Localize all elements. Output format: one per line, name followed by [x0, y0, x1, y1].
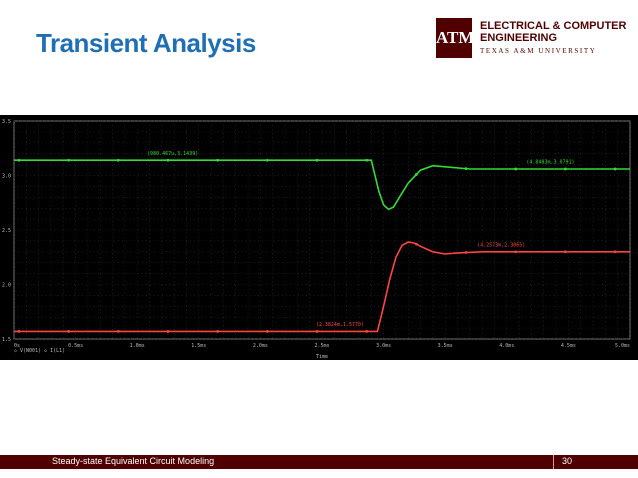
- series-marker: [166, 158, 170, 162]
- page-number: 30: [562, 456, 573, 466]
- series-marker: [67, 329, 71, 333]
- waveform-plot[interactable]: 0s 0.5ms 1.0ms 1.5ms 2.0ms 2.5ms 3.0ms 3.5ms 4.0…: [0, 115, 638, 360]
- series-marker: [265, 158, 269, 162]
- x-tick-label: 2.0ms: [253, 343, 268, 349]
- series-marker: [613, 167, 617, 171]
- logo-line-2: ENGINEERING: [480, 32, 558, 44]
- cursor-annotation: (4.2573m,2.3065): [477, 242, 525, 248]
- series-marker: [563, 250, 567, 254]
- slide-title: Transient Analysis: [36, 28, 256, 58]
- x-tick-label: 3.5ms: [438, 343, 453, 349]
- x-axis-label: Time: [316, 354, 328, 360]
- series-marker: [514, 167, 518, 171]
- series-marker: [464, 167, 468, 171]
- series-marker: [265, 329, 269, 333]
- y-tick-label: 2.5: [2, 228, 11, 234]
- y-tick-label: 2.0: [2, 283, 11, 289]
- x-tick-label: 0s: [14, 343, 20, 349]
- series-marker: [17, 158, 21, 162]
- series-marker: [563, 167, 567, 171]
- logo-line-1: ELECTRICAL & COMPUTER: [480, 20, 627, 32]
- y-tick-label: 3.0: [2, 174, 11, 180]
- footer-title: Steady-state Equivalent Circuit Modeling: [52, 456, 215, 466]
- series-marker: [315, 329, 319, 333]
- series-marker: [116, 158, 120, 162]
- series-marker: [216, 158, 220, 162]
- cursor-annotation: (980.467u,3.1439): [147, 151, 198, 157]
- x-tick-label: 2.5ms: [314, 343, 329, 349]
- x-tick-label: 5.0ms: [615, 343, 630, 349]
- x-tick-label: 3.0ms: [376, 343, 391, 349]
- tamu-emblem: ATM: [436, 18, 474, 58]
- waveform-chart[interactable]: 0s 0.5ms 1.0ms 1.5ms 2.0ms 2.5ms 3.0ms 3.5ms 4.0…: [0, 115, 638, 360]
- series-marker: [464, 251, 468, 254]
- legend: ◇ V(N001) ◇ I(L1): [14, 348, 65, 354]
- tamu-ece-logo: ATM ELECTRICAL & COMPUTER ENGINEERING TE…: [436, 18, 626, 64]
- series-marker: [17, 329, 21, 333]
- y-tick-label: 1.5: [2, 337, 11, 343]
- y-tick-label: 3.5: [2, 119, 11, 125]
- x-tick-label: 0.5ms: [68, 343, 83, 349]
- x-tick-label: 4.0ms: [499, 343, 514, 349]
- series-marker: [116, 329, 120, 333]
- series-marker: [166, 329, 170, 333]
- slide-footer: Steady-state Equivalent Circuit Modeling…: [0, 455, 638, 469]
- series-marker: [514, 250, 518, 254]
- series-marker: [365, 329, 369, 333]
- footer-separator: [553, 455, 554, 469]
- series-marker: [414, 242, 418, 246]
- series-marker: [613, 250, 617, 254]
- cursor-annotation: (4.8483m,3.0791): [526, 160, 574, 166]
- series-marker: [67, 158, 71, 162]
- series-marker: [315, 158, 319, 162]
- series-marker: [216, 329, 220, 333]
- series-marker: [414, 173, 418, 176]
- series-marker: [365, 158, 369, 162]
- x-tick-label: 1.5ms: [191, 343, 206, 349]
- x-tick-label: 4.5ms: [561, 343, 576, 349]
- logo-line-3: TEXAS A&M UNIVERSITY: [480, 47, 597, 55]
- x-tick-label: 1.0ms: [130, 343, 145, 349]
- cursor-annotation: (2.3824m,1.5770): [316, 322, 364, 328]
- series-line-voltage: [14, 159, 630, 211]
